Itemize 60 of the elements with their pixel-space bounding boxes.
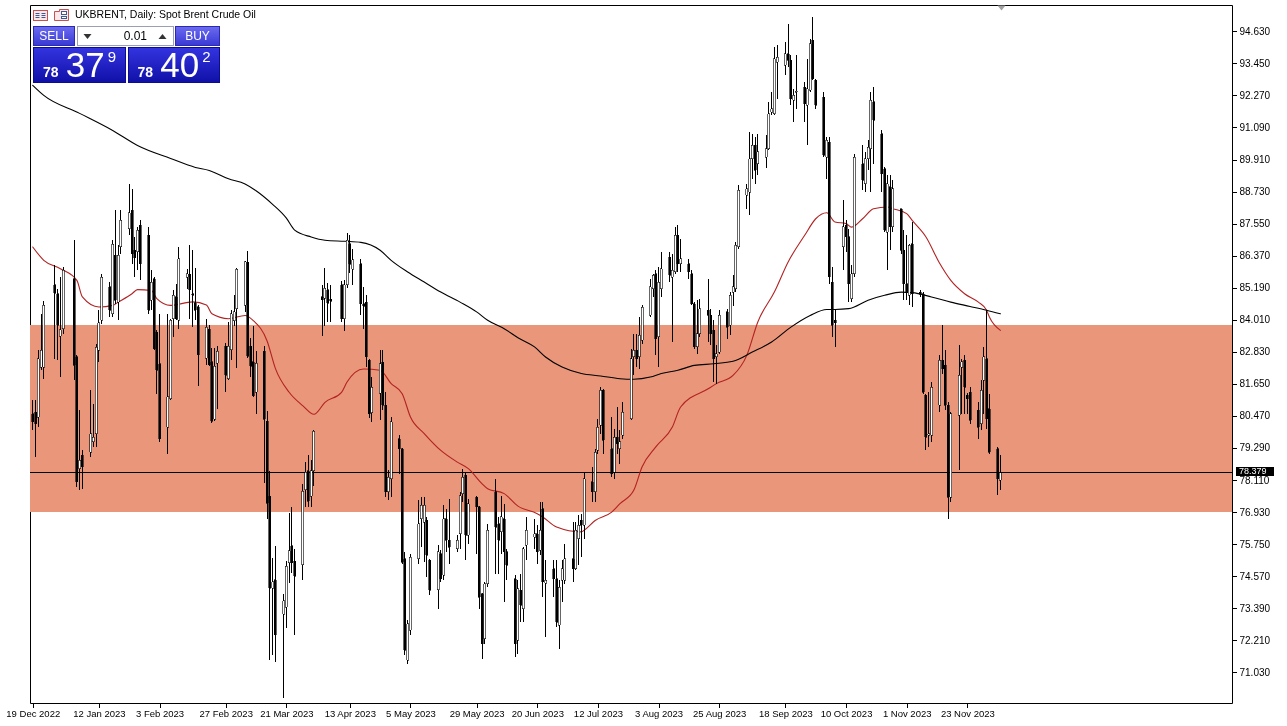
candlestick — [905, 234, 908, 301]
y-tick-label: 80.470 — [1239, 410, 1271, 422]
sell-button: SELL — [33, 26, 75, 46]
number-field: 0.01 — [77, 26, 174, 46]
x-tick-label: 29 May 2023 — [449, 707, 505, 719]
ref-line-label: 78.379 — [1239, 466, 1267, 477]
y-tick-label: 73.390 — [1239, 602, 1271, 614]
y-tick-label: 84.010 — [1239, 314, 1271, 326]
x-tick-label: 10 Oct 2023 — [820, 707, 873, 719]
x-tick-label: 23 Nov 2023 — [940, 707, 995, 719]
y-tick-label: 76.930 — [1239, 506, 1271, 518]
y-tick-label: 82.830 — [1239, 346, 1271, 358]
x-tick-label: 21 Mar 2023 — [260, 707, 314, 719]
x-tick-label: 19 Dec 2022 — [6, 707, 61, 719]
chart-title: UKBRENT, Daily: Spot Brent Crude Oil — [75, 7, 256, 20]
y-tick-label: 79.290 — [1239, 442, 1271, 454]
x-tick-label: 5 May 2023 — [386, 707, 436, 719]
candlestick — [577, 514, 580, 566]
x-tick-label: 3 Feb 2023 — [136, 707, 185, 719]
annotation: BUY — [185, 29, 210, 43]
y-tick-label: 86.370 — [1239, 250, 1271, 262]
x-tick-label: 1 Nov 2023 — [882, 707, 932, 719]
candlestick — [447, 498, 451, 565]
candlestick — [872, 86, 875, 165]
buy-price-box: 78 40$^{2}$ — [128, 47, 220, 83]
buy-button: BUY — [175, 26, 220, 46]
y-tick-label: 71.030 — [1239, 666, 1271, 678]
x-tick-label: 3 Aug 2023 — [635, 707, 684, 719]
candlestick — [957, 344, 961, 471]
annotation: SELL — [39, 29, 69, 43]
y-tick-label: 81.650 — [1239, 378, 1271, 390]
y-tick-label: 75.750 — [1239, 538, 1271, 550]
candlestick — [533, 518, 536, 550]
candlestick — [89, 389, 92, 458]
x-tick-label: 25 Aug 2023 — [693, 707, 747, 719]
y-tick-label: 74.570 — [1239, 570, 1271, 582]
y-tick-label: 93.450 — [1239, 57, 1271, 69]
y-tick-label: 85.190 — [1239, 282, 1271, 294]
sell-price-box: 78 37$^{9}$ — [33, 47, 126, 83]
y-tick-label: 87.550 — [1239, 218, 1271, 230]
y-tick-label: 72.210 — [1239, 634, 1271, 646]
y-tick-label: 91.090 — [1239, 121, 1271, 133]
candlestick — [706, 278, 710, 343]
x-tick-label: 18 Sep 2023 — [758, 707, 813, 719]
candlestick — [841, 199, 845, 271]
x-tick-label: 12 Jan 2023 — [73, 707, 126, 719]
x-tick-label: 20 Jun 2023 — [511, 707, 564, 719]
y-tick-label: 89.910 — [1239, 154, 1271, 166]
annotation: 0.01 — [123, 29, 147, 43]
y-tick-label: 94.630 — [1239, 25, 1271, 37]
x-tick-label: 13 Apr 2023 — [324, 707, 376, 719]
annotation: 78 37$^{9}$ — [42, 45, 117, 84]
x-tick-label: 27 Feb 2023 — [199, 707, 253, 719]
y-tick-label: 78.110 — [1239, 474, 1270, 486]
candlestick — [191, 249, 194, 328]
candlestick — [329, 284, 332, 323]
y-tick-label: 88.730 — [1239, 186, 1271, 198]
y-tick-label: 92.270 — [1239, 89, 1271, 101]
annotation: 78 40$^{2}$ — [137, 45, 211, 84]
x-tick-label: 12 Jul 2023 — [573, 707, 623, 719]
